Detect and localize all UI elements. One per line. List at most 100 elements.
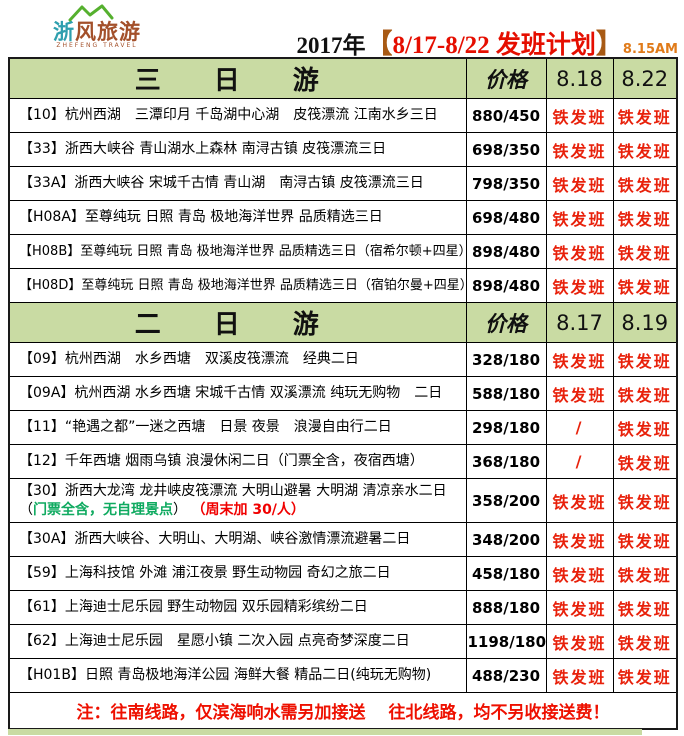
status-cell: 铁发班	[612, 410, 678, 445]
status-cell: /	[545, 410, 614, 445]
logo-name: 浙风旅游	[42, 20, 152, 44]
status-cell: 铁发班	[612, 268, 678, 303]
tour-desc: 【12】千年西塘 烟雨乌镇 浪漫休闲二日（门票全含，夜宿西塘）	[8, 444, 467, 479]
bottom-green-strip	[8, 729, 642, 735]
table-row: 【30A】浙西大峡谷、大明山、大明湖、峡谷激情漂流避暑二日 348/200 铁发…	[8, 522, 678, 557]
status-cell: 铁发班	[545, 98, 614, 133]
ticket-included-note: 门票全含，无自理景点	[33, 501, 173, 518]
tour-price: 588/180	[465, 376, 547, 411]
status-cell: 铁发班	[612, 624, 678, 659]
table-row: 【61】上海迪士尼乐园 野生动物园 双乐园精彩缤纷二日 888/180 铁发班 …	[8, 590, 678, 625]
logo-mountain-icon	[68, 4, 114, 22]
table-row: 【09A】杭州西湖 水乡西塘 宋城千古情 双溪漂流 纯玩无购物 二日 588/1…	[8, 376, 678, 411]
tour-price: 898/480	[465, 268, 547, 303]
tour-desc: 【09A】杭州西湖 水乡西塘 宋城千古情 双溪漂流 纯玩无购物 二日	[8, 376, 467, 411]
date-column-header: 8.22	[612, 57, 678, 99]
tour-desc: 【09】杭州西湖 水乡西塘 双溪皮筏漂流 经典二日	[8, 342, 467, 377]
tour-desc: 【62】上海迪士尼乐园 星愿小镇 二次入园 点亮奇梦深度二日	[8, 624, 467, 659]
status-cell: 铁发班	[545, 658, 614, 693]
page-title: 2017年【8/17-8/22 发班计划】8.15AM	[296, 22, 678, 61]
section-title: 二 日 游	[8, 302, 467, 343]
status-cell: 铁发班	[612, 658, 678, 693]
tour-desc: 【33A】浙西大峡谷 宋城千古情 青山湖 南浔古镇 皮筏漂流三日	[8, 166, 467, 201]
title-bracket-close: 】	[595, 29, 623, 59]
tour-price: 368/180	[465, 444, 547, 479]
schedule-table: 三 日 游 价格 8.18 8.22 【10】杭州西湖 三潭印月 千岛湖中心湖 …	[8, 57, 678, 730]
table-row: 【H01B】日照 青岛极地海洋公园 海鲜大餐 精品二日(纯玩无购物) 488/2…	[8, 658, 678, 693]
status-cell: 铁发班	[612, 98, 678, 133]
paren: ）	[173, 501, 187, 518]
tour-desc: 【61】上海迪士尼乐园 野生动物园 双乐园精彩缤纷二日	[8, 590, 467, 625]
logo-name-rest: 风旅游	[75, 20, 141, 44]
tour-desc: 【H08D】至尊纯玩 日照 青岛 极地海洋世界 品质精选三日（宿铂尔曼+四星）	[8, 268, 467, 303]
tour-price: 698/350	[465, 132, 547, 167]
tour-desc: 【H01B】日照 青岛极地海洋公园 海鲜大餐 精品二日(纯玩无购物)	[8, 658, 467, 693]
table-row: 【62】上海迪士尼乐园 星愿小镇 二次入园 点亮奇梦深度二日 1198/180 …	[8, 624, 678, 659]
status-cell: 铁发班	[612, 444, 678, 479]
tour-desc: 【11】“艳遇之都”一迷之西塘 日景 夜景 浪漫自由行二日	[8, 410, 467, 445]
status-cell: 铁发班	[545, 166, 614, 201]
tour-price: 328/180	[465, 342, 547, 377]
tour-desc: 【33】浙西大峡谷 青山湖水上森林 南浔古镇 皮筏漂流三日	[8, 132, 467, 167]
tour-desc: 【59】上海科技馆 外滩 浦江夜景 野生动物园 奇幻之旅二日	[8, 556, 467, 591]
price-column-header: 价格	[465, 302, 547, 343]
logo-subtitle: ZHEFENG TRAVEL	[56, 42, 138, 49]
tour-desc: 【30】浙西大龙湾 龙井峡皮筏漂流 大明山避暑 大明湖 清凉亲水二日 （门票全含…	[8, 478, 467, 523]
status-cell: 铁发班	[545, 478, 614, 523]
status-cell: 铁发班	[612, 376, 678, 411]
weekend-surcharge-note: （周末加 30/人）	[191, 501, 305, 518]
status-cell: 铁发班	[612, 132, 678, 167]
footer-note-row: 注：往南线路，仅滨海响水需另加接送 往北线路，均不另收接送费！	[8, 692, 678, 729]
table-row: 【09】杭州西湖 水乡西塘 双溪皮筏漂流 经典二日 328/180 铁发班 铁发…	[8, 342, 678, 377]
tour-price: 488/230	[465, 658, 547, 693]
logo-name-accent: 浙	[53, 20, 75, 44]
table-row: 【11】“艳遇之都”一迷之西塘 日景 夜景 浪漫自由行二日 298/180 / …	[8, 410, 678, 445]
transfer-note: 注：往南线路，仅滨海响水需另加接送 往北线路，均不另收接送费！	[8, 692, 678, 729]
status-cell: 铁发班	[612, 590, 678, 625]
tour-desc-line1: 【30】浙西大龙湾 龙井峡皮筏漂流 大明山避暑 大明湖 清凉亲水二日	[19, 482, 447, 499]
table-row: 【12】千年西塘 烟雨乌镇 浪漫休闲二日（门票全含，夜宿西塘） 368/180 …	[8, 444, 678, 479]
title-year: 2017年	[296, 33, 366, 58]
table-row: 【H08D】至尊纯玩 日照 青岛 极地海洋世界 品质精选三日（宿铂尔曼+四星） …	[8, 268, 678, 303]
tour-desc: 【H08A】至尊纯玩 日照 青岛 极地海洋世界 品质精选三日	[8, 200, 467, 235]
status-cell: 铁发班	[545, 234, 614, 269]
tour-price: 298/180	[465, 410, 547, 445]
table-row: 【H08A】至尊纯玩 日照 青岛 极地海洋世界 品质精选三日 698/480 铁…	[8, 200, 678, 235]
tour-desc: 【H08B】至尊纯玩 日照 青岛 极地海洋世界 品质精选三日（宿希尔顿+四星）	[8, 234, 467, 269]
section-header-two-day: 二 日 游 价格 8.17 8.19	[8, 302, 678, 343]
title-plan: 8/17-8/22 发班计划	[392, 32, 596, 59]
status-cell: 铁发班	[545, 268, 614, 303]
status-cell: 铁发班	[612, 522, 678, 557]
status-cell: 铁发班	[545, 522, 614, 557]
tour-price: 348/200	[465, 522, 547, 557]
tour-price: 880/450	[465, 98, 547, 133]
status-cell: 铁发班	[545, 200, 614, 235]
tour-price: 698/480	[465, 200, 547, 235]
table-row: 【33】浙西大峡谷 青山湖水上森林 南浔古镇 皮筏漂流三日 698/350 铁发…	[8, 132, 678, 167]
status-cell: 铁发班	[545, 624, 614, 659]
status-cell: 铁发班	[545, 376, 614, 411]
table-row: 【33A】浙西大峡谷 宋城千古情 青山湖 南浔古镇 皮筏漂流三日 798/350…	[8, 166, 678, 201]
table-row: 【59】上海科技馆 外滩 浦江夜景 野生动物园 奇幻之旅二日 458/180 铁…	[8, 556, 678, 591]
tour-price: 358/200	[465, 478, 547, 523]
table-row: 【H08B】至尊纯玩 日照 青岛 极地海洋世界 品质精选三日（宿希尔顿+四星） …	[8, 234, 678, 269]
status-cell: /	[545, 444, 614, 479]
status-cell: 铁发班	[545, 342, 614, 377]
date-column-header: 8.18	[545, 57, 614, 99]
tour-desc: 【10】杭州西湖 三潭印月 千岛湖中心湖 皮筏漂流 江南水乡三日	[8, 98, 467, 133]
status-cell: 铁发班	[612, 234, 678, 269]
status-cell: 铁发班	[612, 166, 678, 201]
status-cell: 铁发班	[612, 556, 678, 591]
status-cell: 铁发班	[612, 478, 678, 523]
status-cell: 铁发班	[545, 132, 614, 167]
title-time: 8.15AM	[622, 42, 678, 57]
date-column-header: 8.19	[612, 302, 678, 343]
tour-price: 1198/180	[465, 624, 547, 659]
tour-price: 888/180	[465, 590, 547, 625]
tour-price: 898/480	[465, 234, 547, 269]
tour-desc: 【30A】浙西大峡谷、大明山、大明湖、峡谷激情漂流避暑二日	[8, 522, 467, 557]
table-row: 【30】浙西大龙湾 龙井峡皮筏漂流 大明山避暑 大明湖 清凉亲水二日 （门票全含…	[8, 478, 678, 523]
title-bracket-open: 【	[365, 29, 393, 59]
tour-price: 798/350	[465, 166, 547, 201]
